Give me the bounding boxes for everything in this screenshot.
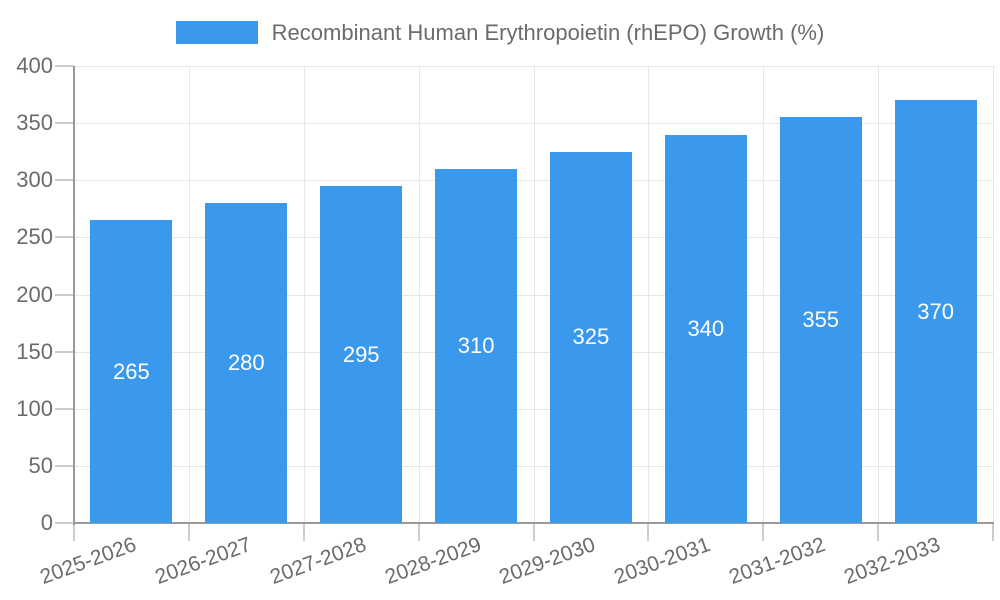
- y-axis-tick: [55, 522, 74, 524]
- y-axis-tick-label: 50: [28, 452, 53, 478]
- bar-value-label: 370: [917, 298, 954, 324]
- y-axis-tick: [55, 179, 74, 182]
- bar-value-label: 310: [457, 332, 495, 358]
- y-axis-line: [73, 66, 75, 525]
- bar[interactable]: 280: [205, 203, 288, 523]
- bar[interactable]: 310: [435, 168, 518, 523]
- x-axis-category-label: 2028-2029: [381, 533, 484, 589]
- bar-value-label: 295: [342, 341, 380, 367]
- x-axis-category-label: 2031-2032: [726, 533, 829, 589]
- x-axis-tick: [992, 524, 994, 541]
- x-axis-tick: [877, 524, 880, 541]
- y-axis-tick: [55, 65, 74, 67]
- bar[interactable]: 265: [90, 220, 173, 523]
- legend-label: Recombinant Human Erythropoietin (rhEPO)…: [271, 20, 825, 45]
- x-axis-tick: [532, 524, 535, 541]
- y-axis-tick-label: 200: [16, 281, 53, 307]
- bar[interactable]: 325: [549, 151, 632, 523]
- x-gridline: [303, 66, 305, 523]
- x-axis-category-label: 2032-2033: [841, 533, 944, 589]
- y-axis-tick: [55, 293, 74, 296]
- bar[interactable]: 295: [320, 186, 403, 523]
- x-gridline: [763, 66, 765, 523]
- bar[interactable]: 370: [894, 100, 977, 523]
- x-axis-tick: [302, 524, 305, 541]
- chart-legend[interactable]: Recombinant Human Erythropoietin (rhEPO)…: [0, 20, 1000, 45]
- bar-value-label: 355: [802, 307, 840, 333]
- y-axis-tick-label: 150: [16, 338, 53, 364]
- y-axis-tick-label: 0: [40, 510, 53, 535]
- bar-value-label: 340: [687, 315, 725, 341]
- bar-value-label: 280: [227, 350, 265, 376]
- bar[interactable]: 355: [779, 117, 862, 523]
- y-axis-tick-label: 100: [16, 395, 53, 421]
- bar-value-label: 265: [113, 358, 150, 384]
- y-axis-tick-label: 250: [16, 224, 53, 250]
- x-gridline: [648, 66, 650, 523]
- y-axis-tick-label: 350: [16, 110, 53, 136]
- x-gridline: [418, 66, 420, 523]
- x-gridline: [188, 66, 190, 523]
- x-axis-category-label: 2030-2031: [611, 533, 714, 589]
- bar-value-label: 325: [572, 324, 610, 350]
- y-axis-tick: [55, 464, 74, 467]
- x-axis-tick: [417, 524, 420, 541]
- x-axis-category-label: 2029-2030: [496, 533, 599, 589]
- x-axis-tick: [73, 524, 75, 541]
- y-axis-tick-label: 300: [16, 167, 53, 193]
- x-gridline: [878, 66, 880, 523]
- x-axis-category-label: 2025-2026: [37, 533, 140, 589]
- legend-color-swatch: [175, 21, 258, 44]
- y-axis-tick: [55, 407, 74, 410]
- bar[interactable]: 340: [664, 134, 747, 523]
- y-axis-tick: [55, 236, 74, 239]
- x-gridline: [993, 66, 994, 523]
- y-axis-tick: [55, 350, 74, 353]
- x-axis-line: [73, 522, 994, 524]
- y-axis-tick-label: 400: [16, 53, 53, 78]
- y-axis-tick: [55, 122, 74, 125]
- x-axis-category-label: 2027-2028: [266, 533, 370, 589]
- x-axis-tick: [647, 524, 650, 541]
- x-axis-category-label: 2026-2027: [151, 533, 255, 589]
- x-axis-tick: [187, 524, 190, 541]
- x-gridline: [533, 66, 535, 523]
- x-axis-tick: [762, 524, 765, 541]
